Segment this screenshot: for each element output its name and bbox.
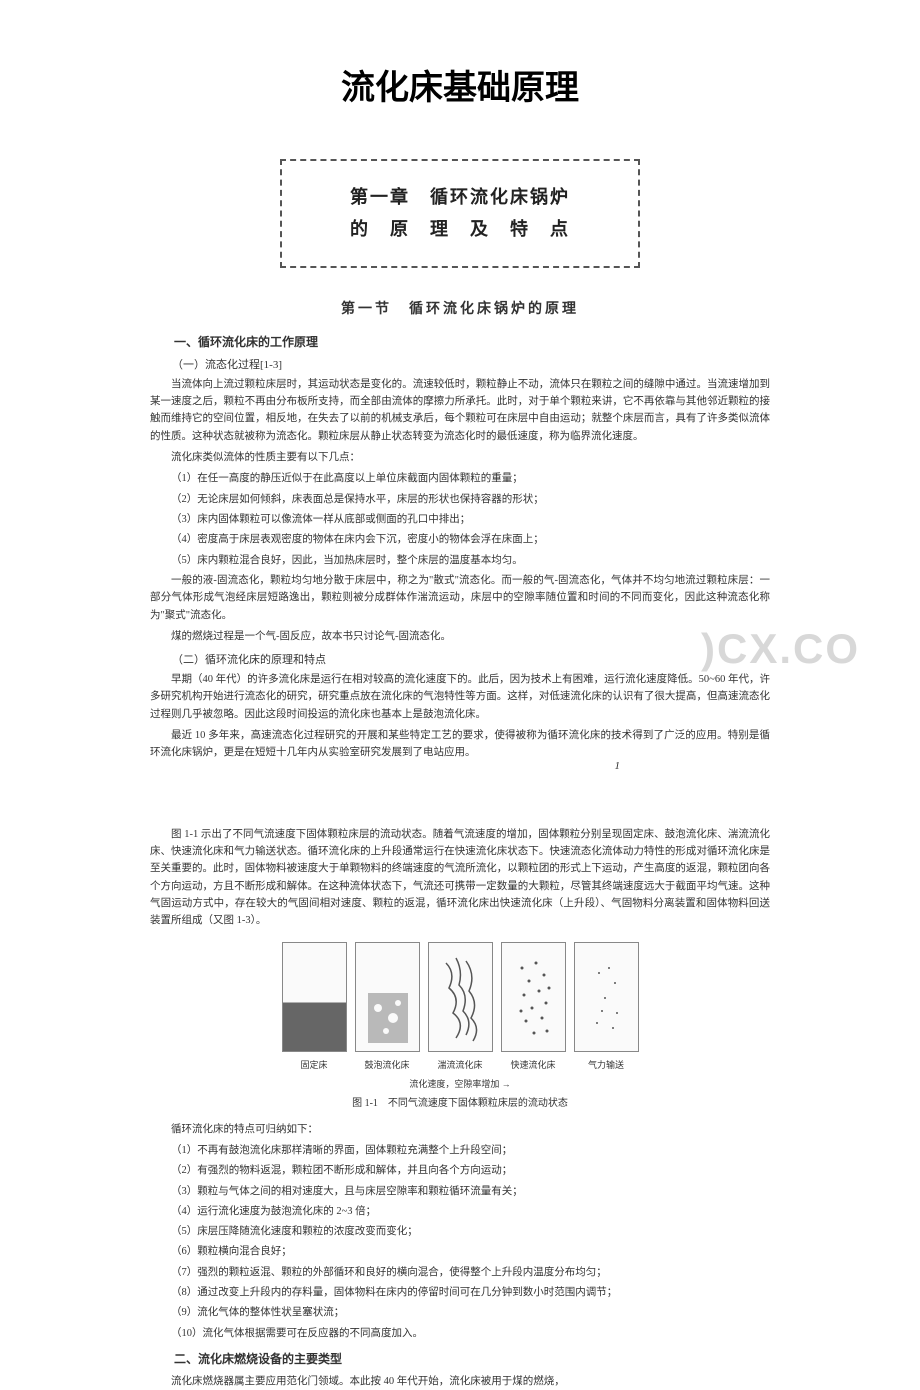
main-title: 流化床基础原理: [150, 60, 770, 109]
figure-panel-turbulent: [428, 942, 493, 1052]
para-8: 循环流化床的特点可归纳如下：: [150, 1121, 770, 1138]
figure-label-1: 固定床: [282, 1058, 347, 1071]
figure-axis-label: 流化速度，空隙率增加 →: [150, 1077, 770, 1090]
list-b-5: （5）床层压降随流化速度和颗粒的浓度改变而变化；: [150, 1223, 770, 1240]
list-b-7: （7）强烈的颗粒返混、颗粒的外部循环和良好的横向混合，使得整个上升段内温度分布均…: [150, 1264, 770, 1281]
chapter-title-line1: 第一章 循环流化床锅炉: [322, 181, 598, 213]
list-a-3: （3）床内固体颗粒可以像流体一样从底部或侧面的孔口中排出；: [150, 511, 770, 528]
chapter-box: 第一章 循环流化床锅炉 的 原 理 及 特 点: [280, 159, 640, 268]
list-b-2: （2）有强烈的物料返混，颗粒团不断形成和解体，并且向各个方向运动；: [150, 1162, 770, 1179]
figure-labels-row: 固定床 鼓泡流化床 湍流流化床 快速流化床 气力输送: [150, 1058, 770, 1071]
para-2: 流化床类似流体的性质主要有以下几点：: [150, 449, 770, 466]
heading-2: 二、流化床燃烧设备的主要类型: [150, 1350, 770, 1367]
list-b-9: （9）流化气体的整体性状呈塞状流；: [150, 1304, 770, 1321]
para-6: 最近 10 多年来，高速流态化过程研究的开展和某些特定工艺的要求，使得被称为循环…: [150, 727, 770, 762]
para-5: 早期（40 年代）的许多流化床是运行在相对较高的流化速度下的。此后，因为技术上有…: [150, 671, 770, 723]
figure-label-4: 快速流化床: [501, 1058, 566, 1071]
figure-1-1: [150, 942, 770, 1052]
bubbling-pattern: [368, 953, 408, 1043]
para-7: 图 1-1 示出了不同气流速度下固体颗粒床层的流动状态。随着气流速度的增加，固体…: [150, 826, 770, 930]
para-4: 煤的燃烧过程是一个气-固反应，故本书只讨论气-固流态化。: [150, 628, 770, 645]
figure-panel-pneumatic: [574, 942, 639, 1052]
figure-panel-bubbling: [355, 942, 420, 1052]
document-content: 流化床基础原理 第一章 循环流化床锅炉 的 原 理 及 特 点 第一节 循环流化…: [150, 60, 770, 1390]
page-break: [150, 766, 770, 826]
list-a-5: （5）床内颗粒混合良好，因此，当加热床层时，整个床层的温度基本均匀。: [150, 552, 770, 569]
list-a-2: （2）无论床层如何倾斜，床表面总是保持水平，床层的形状也保持容器的形状；: [150, 491, 770, 508]
heading-1: 一、循环流化床的工作原理: [150, 333, 770, 350]
para-3: 一般的液-固流态化，颗粒均匀地分散于床层中，称之为"散式"流态化。而一般的气-固…: [150, 572, 770, 624]
figure-caption: 图 1-1 不同气流速度下固体颗粒床层的流动状态: [150, 1094, 770, 1109]
list-b-8: （8）通过改变上升段内的存料量，固体物料在床内的停留时间可在几分钟到数小时范围内…: [150, 1284, 770, 1301]
figure-panel-fast: [501, 942, 566, 1052]
heading-1-1: （一）流态化过程[1-3]: [150, 356, 770, 372]
figure-label-3: 湍流流化床: [428, 1058, 493, 1071]
figure-label-5: 气力输送: [574, 1058, 639, 1071]
list-a-1: （1）在任一高度的静压近似于在此高度以上单位床截面内固体颗粒的重量；: [150, 470, 770, 487]
figure-label-2: 鼓泡流化床: [355, 1058, 420, 1071]
pneumatic-pattern: [587, 953, 627, 1043]
heading-1-2: （二）循环流化床的原理和特点: [150, 651, 770, 667]
list-b-10: （10）流化气体根据需要可在反应器的不同高度加入。: [150, 1325, 770, 1342]
figure-panel-fixed: [282, 942, 347, 1052]
list-b-1: （1）不再有鼓泡流化床那样清晰的界面，固体颗粒充满整个上升段空间；: [150, 1142, 770, 1159]
list-b-3: （3）颗粒与气体之间的相对速度大，且与床层空隙率和颗粒循环流量有关；: [150, 1183, 770, 1200]
para-1: 当流体向上流过颗粒床层时，其运动状态是变化的。流速较低时，颗粒静止不动，流体只在…: [150, 376, 770, 445]
fast-pattern: [514, 953, 554, 1043]
list-b-6: （6）颗粒横向混合良好；: [150, 1243, 770, 1260]
section-title: 第一节 循环流化床锅炉的原理: [150, 298, 770, 318]
list-b-4: （4）运行流化速度为鼓泡流化床的 2~3 倍；: [150, 1203, 770, 1220]
chapter-title-line2: 的 原 理 及 特 点: [322, 213, 598, 245]
list-a-4: （4）密度高于床层表观密度的物体在床内会下沉，密度小的物体会浮在床面上；: [150, 531, 770, 548]
para-9: 流化床燃烧器属主要应用范化门领域。本此按 40 年代开始，流化床被用于煤的燃烧，: [150, 1373, 770, 1390]
turbulent-pattern: [441, 953, 481, 1043]
page-number-1: 1: [615, 760, 621, 772]
